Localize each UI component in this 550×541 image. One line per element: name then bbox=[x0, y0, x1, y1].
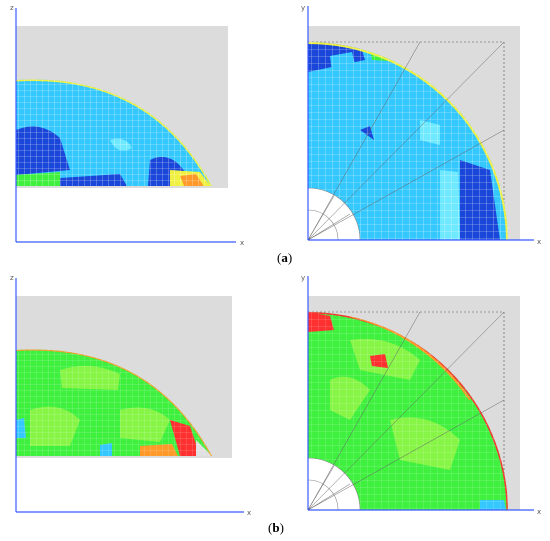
contour-panel-a-top: y x bbox=[290, 0, 550, 260]
axis-label-h: x bbox=[537, 238, 541, 246]
contour-panel-a-side: z x bbox=[0, 0, 270, 260]
axis-label-v: y bbox=[301, 274, 305, 282]
caption-b: (b) bbox=[268, 520, 284, 535]
axis-label-v: z bbox=[10, 274, 14, 282]
axis-label-h: x bbox=[537, 508, 541, 516]
axis-label-h: x bbox=[247, 509, 251, 517]
caption-a: (a) bbox=[277, 250, 293, 265]
axis-label-h: x bbox=[240, 239, 244, 247]
axis-label-v: y bbox=[301, 4, 305, 12]
contour-panel-b-side: z x bbox=[0, 270, 270, 520]
contour-panel-b-top: y x bbox=[290, 270, 550, 520]
axis-label-v: z bbox=[10, 4, 14, 12]
